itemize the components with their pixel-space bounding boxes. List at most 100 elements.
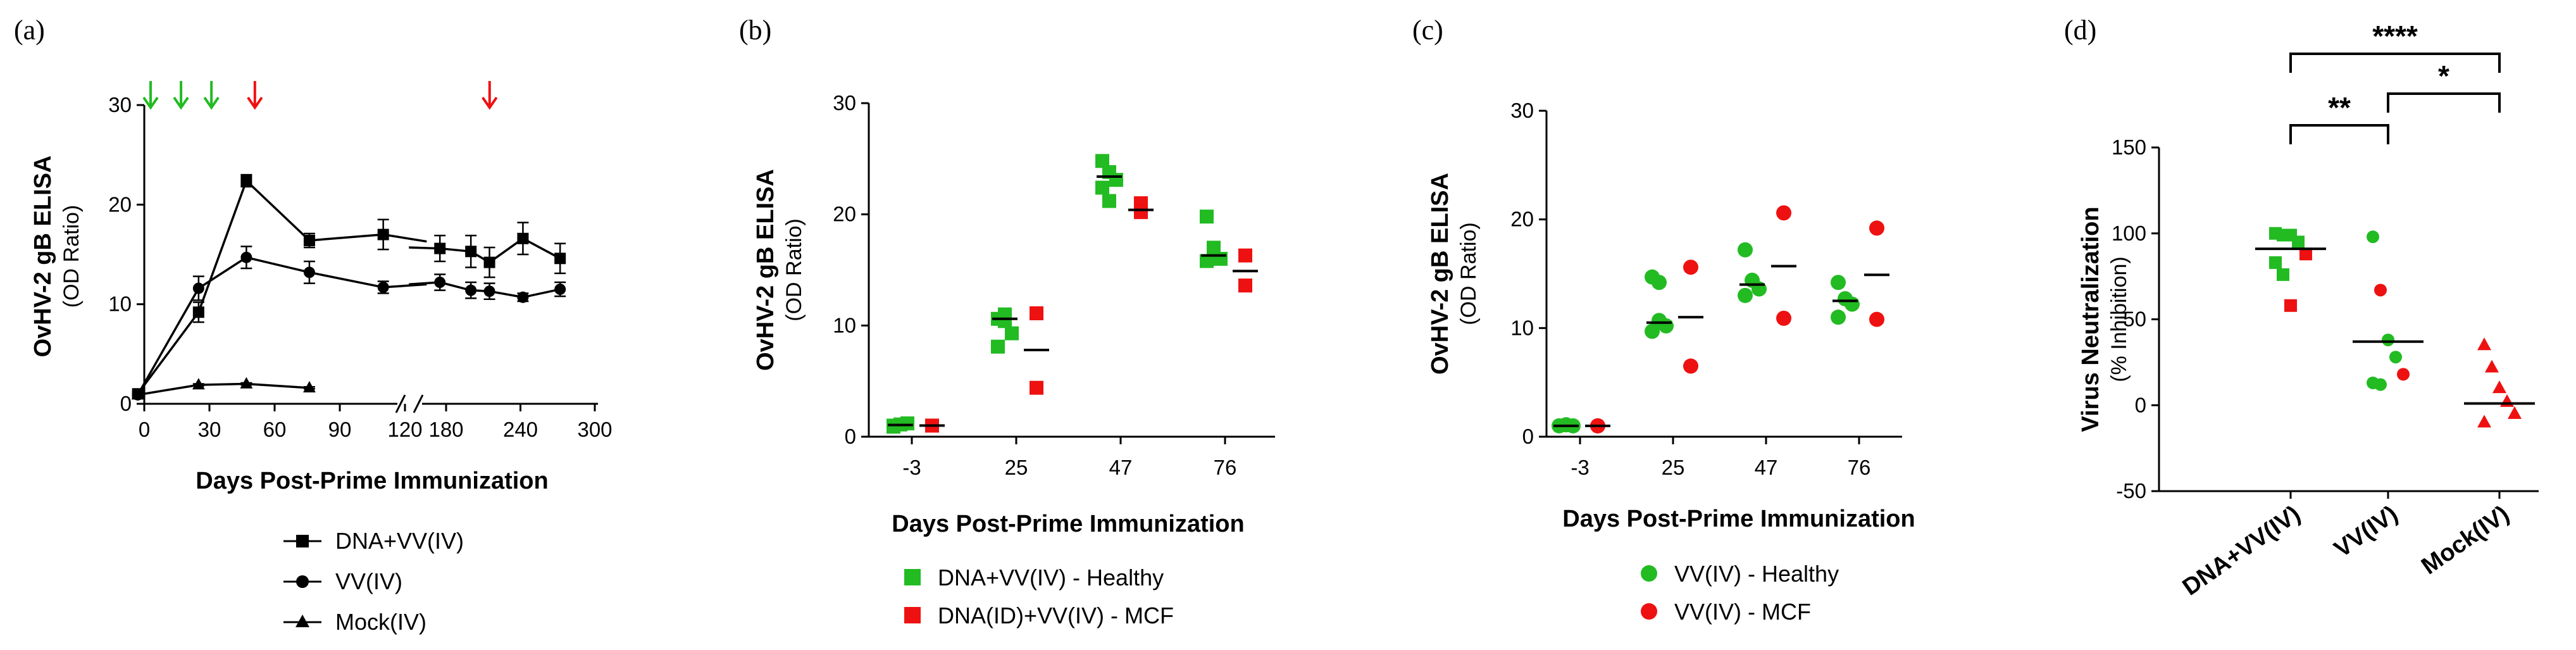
panel-c-point-1 (1869, 311, 1884, 327)
panel-a-point-DNA+VV(IV) (554, 253, 566, 265)
panel-c-point-0 (1738, 287, 1753, 303)
panel-a-arrow-head-1 (173, 96, 189, 110)
panel-a-x-tick-label: 60 (263, 418, 287, 441)
panel-b-y-tick-label: 20 (833, 203, 856, 226)
panel-c-label: (c) (1412, 15, 1443, 46)
panel-c-legend-label: VV(IV) - Healthy (1674, 561, 1839, 587)
panel-b-x-tick-label: 25 (1005, 456, 1028, 479)
panel-d-significance-bracket-0 (2289, 53, 2501, 73)
panel-c-point-0 (1738, 242, 1753, 258)
panel-b-point-0 (887, 420, 900, 434)
panel-b-x-label: Days Post-Prime Immunization (892, 511, 1244, 537)
panel-c-point-1 (1683, 259, 1698, 275)
panel-b-point-0 (1200, 209, 1214, 224)
panel-b-legend-label: DNA+VV(IV) - Healthy (938, 565, 1164, 591)
panel-c-x-tick-label: 47 (1755, 456, 1778, 479)
panel-b-legend-marker (904, 569, 921, 585)
panel-a-y-label: OvHV-2 gB ELISA (30, 156, 56, 358)
panel-c-point-0 (1831, 309, 1846, 325)
panel-b-point-1 (1238, 278, 1252, 293)
panel-a-x-tick-label: 240 (503, 418, 538, 441)
panel-d-significance-label-1: * (2438, 59, 2449, 92)
panel-d-significance-label-2: ** (2328, 91, 2351, 124)
panel-a-x-tick-label: 0 (139, 418, 150, 441)
panel-a-series-1-line-0 (137, 256, 427, 396)
panel-c-y-tick-label: 10 (1510, 316, 1534, 339)
panel-a-legend-marker (296, 615, 309, 627)
panel-b-point-0 (1207, 245, 1221, 259)
panel-d-significance-label-0: **** (2372, 20, 2418, 53)
panel-b-point-1 (1238, 248, 1252, 263)
panel-b-y-label: OvHV-2 gB ELISA (752, 169, 779, 371)
panel-d-point-0 (2277, 268, 2289, 281)
panel-b-legend-marker (904, 607, 921, 623)
panel-a-point-VV(IV) (240, 251, 252, 263)
panel-a-point-Mock(IV) (240, 377, 253, 389)
panel-c-legend-marker (1641, 565, 1657, 582)
panel-d-point-2 (2485, 359, 2499, 373)
panel-a-point-DNA+VV(IV) (465, 246, 477, 258)
panel-a-point-Mock(IV) (131, 388, 144, 400)
panel-d-x-tick-label: DNA+VV(IV) (2178, 501, 2305, 601)
panel-d-point-2 (2500, 394, 2514, 407)
panel-a-arrow-head-3 (247, 96, 263, 110)
panel-b-point-0 (1095, 154, 1109, 168)
panel-d-y-tick-label: 150 (2112, 135, 2146, 159)
panel-a-y-sublabel: (OD Ratio) (59, 205, 84, 308)
panel-a-point-VV(IV) (192, 282, 204, 294)
panel-b-legend-label: DNA(ID)+VV(IV) - MCF (938, 603, 1174, 628)
panel-a-point-VV(IV) (517, 291, 529, 303)
panel-c-y-label: OvHV-2 gB ELISA (1427, 173, 1453, 375)
panel-a-arrow-head-4 (482, 96, 498, 110)
panel-a-x-tick-label: 300 (577, 418, 612, 441)
panel-c-point-1 (1776, 205, 1791, 221)
panel-d-significance-bracket-1 (2387, 92, 2501, 113)
panel-d-x-tick-label: Mock(IV) (2417, 501, 2514, 580)
panel-d-point-1 (2374, 284, 2387, 297)
panel-d-x-tick-group: VV(IV) (2329, 501, 2403, 563)
panel-b-y-title: OvHV-2 gB ELISA (OD Ratio) (752, 169, 806, 371)
panel-c-legend-label: VV(IV) - MCF (1674, 599, 1811, 625)
panel-a-point-Mock(IV) (192, 378, 205, 390)
panel-a-point-DNA+VV(IV) (483, 256, 495, 268)
panel-a-x-tick-label: 30 (198, 418, 221, 441)
panel-a-series-2-line-0 (137, 382, 310, 396)
panel-b-point-0 (1095, 180, 1109, 195)
panel-b-point-0 (1005, 326, 1019, 341)
panel-c-point-1 (1869, 220, 1884, 236)
panel-c-x-tick-label: 25 (1662, 456, 1685, 479)
panel-d-point-1 (2389, 351, 2402, 364)
panel-a-y-tick-label: 30 (108, 93, 132, 116)
panel-a-legend-label: Mock(IV) (335, 609, 426, 635)
panel-c-y-title: OvHV-2 gB ELISA (OD Ratio) (1427, 173, 1481, 375)
panel-d-point-2 (2477, 415, 2491, 428)
panel-d-label: (d) (2064, 15, 2096, 46)
panel-a-y-title: OvHV-2 gB ELISA (OD Ratio) (30, 156, 84, 358)
panel-d-point-1 (2367, 230, 2379, 244)
panel-d-x-tick-label: VV(IV) (2329, 501, 2403, 563)
panel-b-y-tick-label: 0 (845, 425, 856, 448)
panel-a-series-0-line-0 (137, 178, 427, 395)
panel-c-y-tick-label: 0 (1522, 425, 1534, 448)
panel-b-point-1 (1134, 205, 1148, 220)
panel-b-point-0 (998, 314, 1012, 328)
panel-b-point-1 (1030, 380, 1043, 395)
panel-a-legend-marker (296, 535, 309, 547)
panel-a-x-tick-label: 180 (428, 418, 463, 441)
panel-a-point-VV(IV) (303, 266, 315, 278)
panel-c-x-tick-label: -3 (1571, 456, 1589, 479)
panel-a-point-DNA+VV(IV) (517, 232, 529, 244)
panel-a-arrow-head-0 (142, 96, 159, 110)
panel-d-y-tick-label: 50 (2123, 308, 2146, 331)
panel-d-point-1 (2397, 368, 2410, 381)
panel-b-label: (b) (739, 15, 771, 46)
panel-a-x-tick-label: 120 (387, 418, 422, 441)
panel-c-x-tick-label: 76 (1848, 456, 1871, 479)
panel-d-point-0 (2284, 299, 2297, 312)
panel-d-y-tick-label: -50 (2116, 479, 2146, 503)
panel-a-point-VV(IV) (434, 277, 446, 289)
panel-a-point-DNA+VV(IV) (434, 242, 446, 254)
panel-a-legend-marker (296, 575, 309, 588)
panel-a-arrow-head-2 (203, 96, 220, 110)
panel-c-point-0 (1831, 275, 1846, 291)
